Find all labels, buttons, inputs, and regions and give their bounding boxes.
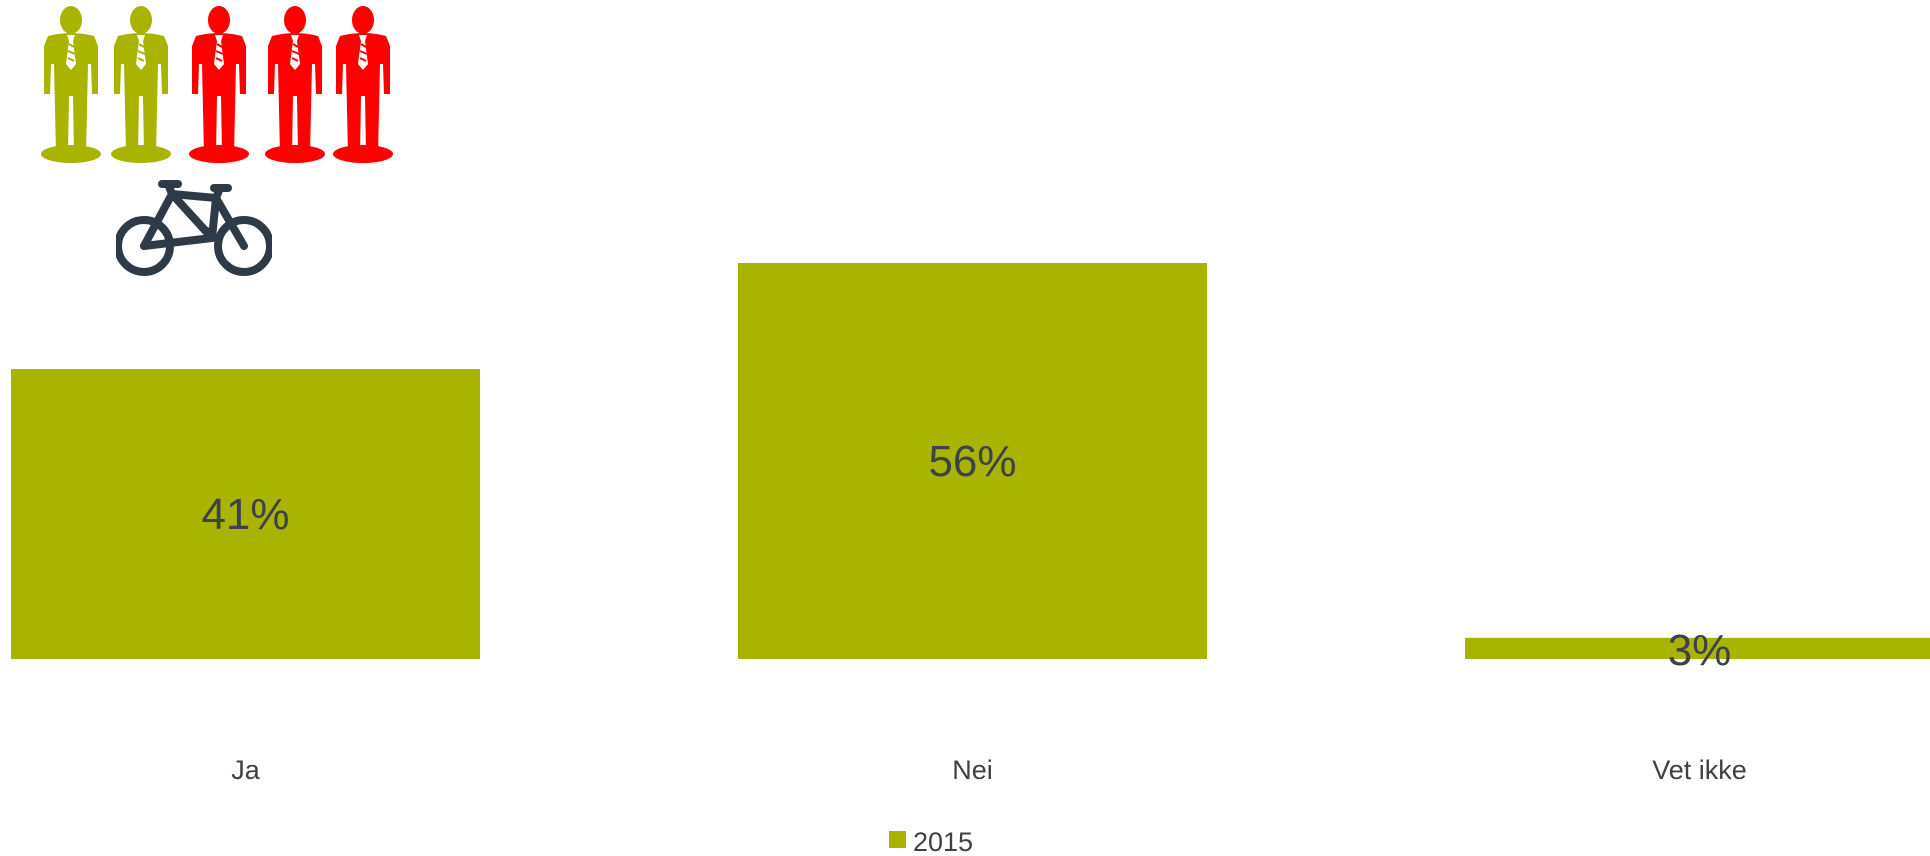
- legend-label-2015: 2015: [913, 827, 973, 856]
- people-icon: [41, 6, 393, 163]
- value-label-vet-ikke: 3%: [1668, 626, 1732, 675]
- category-labels-layer: Ja Nei Vet ikke: [231, 755, 1747, 785]
- bar-nei: [738, 263, 1207, 659]
- category-label-ja: Ja: [231, 755, 261, 785]
- person-figure-3: [189, 6, 249, 163]
- bar-vet-ikke: [1465, 637, 1930, 659]
- legend-swatch-2015: [889, 831, 906, 848]
- category-label-vet-ikke: Vet ikke: [1652, 755, 1747, 785]
- person-figure-1: [41, 6, 101, 163]
- person-figure-5: [333, 6, 393, 163]
- value-label-nei: 56%: [928, 437, 1016, 486]
- value-label-ja: 41%: [201, 490, 289, 539]
- person-figure-4: [265, 6, 325, 163]
- person-figure-2: [111, 6, 171, 163]
- legend: 2015: [889, 827, 973, 856]
- value-labels-layer: 41% 56% 3%: [201, 437, 1731, 675]
- bicycle-icon: [116, 180, 272, 276]
- bars-layer: [11, 263, 1930, 659]
- bar-ja: [11, 369, 480, 659]
- category-label-nei: Nei: [952, 755, 993, 785]
